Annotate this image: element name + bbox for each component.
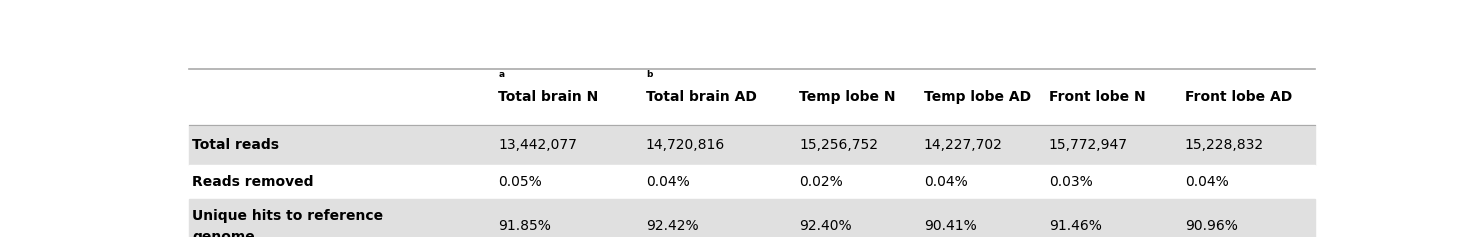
Text: Total brain AD: Total brain AD xyxy=(646,90,757,104)
Text: 91.85%: 91.85% xyxy=(498,219,552,232)
Text: Temp lobe N: Temp lobe N xyxy=(799,90,896,104)
Text: 0.04%: 0.04% xyxy=(924,175,968,189)
Text: 0.04%: 0.04% xyxy=(646,175,690,189)
Text: 92.40%: 92.40% xyxy=(799,219,852,232)
Text: 14,227,702: 14,227,702 xyxy=(924,138,1003,152)
Text: Total brain N: Total brain N xyxy=(498,90,599,104)
Text: Unique hits to reference: Unique hits to reference xyxy=(192,209,384,223)
Text: Reads removed: Reads removed xyxy=(192,175,313,189)
Text: 91.46%: 91.46% xyxy=(1048,219,1101,232)
Text: 0.04%: 0.04% xyxy=(1184,175,1228,189)
Text: 15,772,947: 15,772,947 xyxy=(1048,138,1127,152)
Text: 90.41%: 90.41% xyxy=(924,219,976,232)
Text: 0.02%: 0.02% xyxy=(799,175,843,189)
Text: 15,256,752: 15,256,752 xyxy=(799,138,878,152)
Bar xyxy=(189,165,1315,199)
Bar xyxy=(189,199,1315,237)
Text: 0.05%: 0.05% xyxy=(498,175,542,189)
Text: 0.03%: 0.03% xyxy=(1048,175,1092,189)
Text: 92.42%: 92.42% xyxy=(646,219,698,232)
Text: Front lobe AD: Front lobe AD xyxy=(1184,90,1293,104)
Text: 90.96%: 90.96% xyxy=(1184,219,1237,232)
Text: b: b xyxy=(646,70,653,79)
Text: 15,228,832: 15,228,832 xyxy=(1184,138,1263,152)
Text: genome: genome xyxy=(192,230,255,237)
Text: Total reads: Total reads xyxy=(192,138,280,152)
Bar xyxy=(189,125,1315,165)
Text: 14,720,816: 14,720,816 xyxy=(646,138,725,152)
Text: Temp lobe AD: Temp lobe AD xyxy=(924,90,1031,104)
Text: a: a xyxy=(498,70,505,79)
Text: Front lobe N: Front lobe N xyxy=(1048,90,1145,104)
Text: 13,442,077: 13,442,077 xyxy=(498,138,577,152)
